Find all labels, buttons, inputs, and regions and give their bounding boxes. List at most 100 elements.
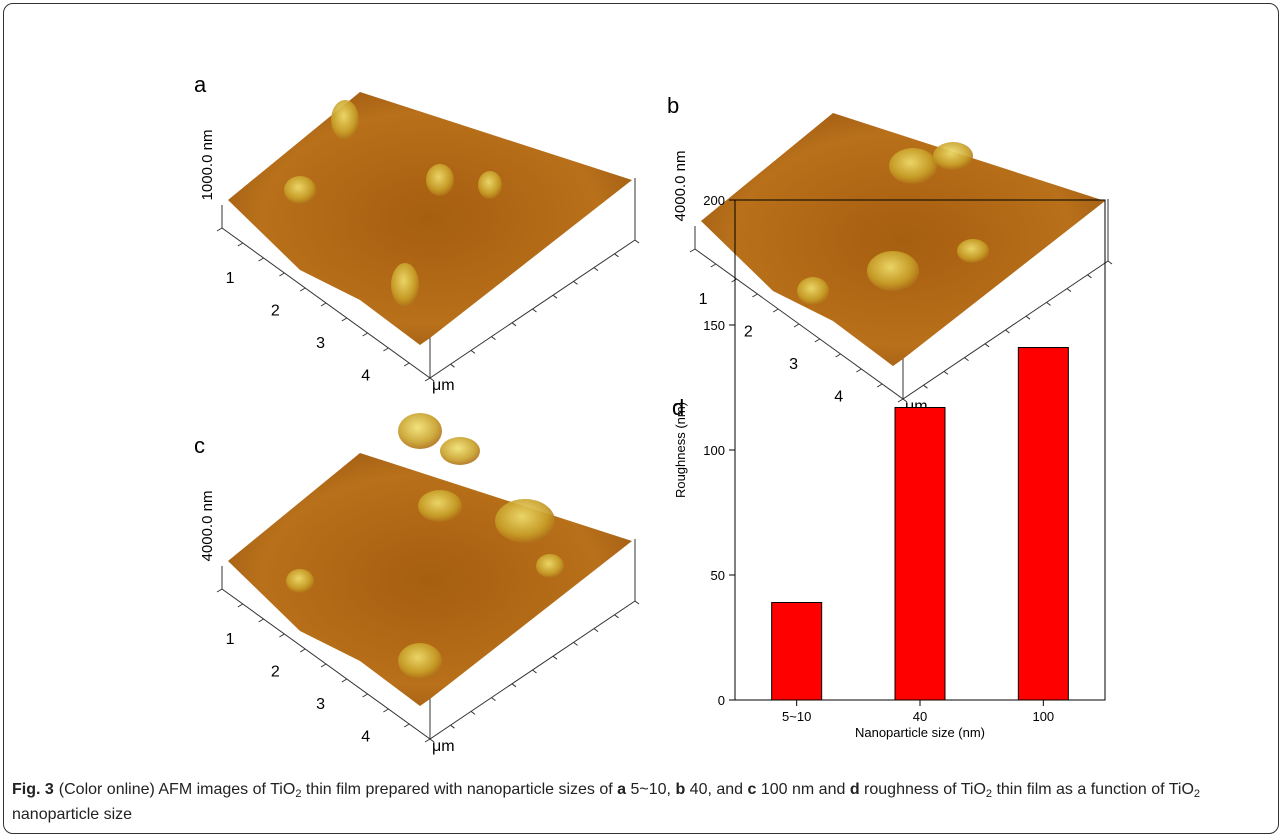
- axis-tick: [1046, 301, 1051, 306]
- caption-text: d: [849, 781, 860, 798]
- axis-tick: [341, 317, 348, 322]
- caption-text: thin film prepared with nanoparticle siz…: [301, 781, 618, 798]
- axis-tick: [1025, 315, 1031, 320]
- caption-text: a: [617, 781, 627, 798]
- axis-tick: [279, 272, 285, 277]
- afm-grain: [957, 239, 989, 263]
- axis-tick: [299, 648, 306, 653]
- axis-tick: [403, 362, 410, 367]
- axis-tick: [320, 302, 327, 307]
- axis-tick: [403, 723, 410, 728]
- axis-tick: [299, 287, 306, 292]
- figure-frame: [3, 3, 1279, 834]
- caption-text: b: [675, 781, 686, 798]
- axis-tick: [470, 711, 476, 715]
- caption-text: nanoparticle size: [12, 781, 1205, 823]
- axis-tick-label: 4: [834, 389, 843, 406]
- caption-label: Fig. 3: [12, 781, 54, 798]
- axis-tick: [362, 693, 368, 698]
- y-tick-label: 200: [703, 193, 725, 208]
- axis-tick: [552, 294, 558, 299]
- y-tick-label: 0: [718, 693, 725, 708]
- afm-grain: [331, 100, 359, 140]
- afm-grain: [391, 263, 419, 307]
- y-tick-label: 150: [703, 318, 725, 333]
- axis-tick-label: 3: [316, 335, 325, 352]
- afm-grain: [536, 554, 564, 578]
- panel-letter: c: [194, 433, 205, 458]
- axis-tick: [772, 308, 779, 313]
- afm-grain: [478, 171, 502, 199]
- axis-tick: [424, 738, 431, 743]
- axis-tick: [856, 368, 862, 373]
- panel-letter: d: [672, 395, 684, 420]
- axis-tick-label: 4: [361, 729, 370, 746]
- panel-letter: a: [194, 72, 207, 97]
- axis-tick: [216, 588, 223, 593]
- afm-surface: [701, 113, 1105, 366]
- axis-tick: [429, 738, 435, 743]
- axis-tick: [237, 603, 244, 608]
- x-tick-label: 100: [1032, 709, 1054, 724]
- caption-text: (Color online) AFM images of TiO: [58, 781, 296, 798]
- x-axis-label: Nanoparticle size (nm): [855, 725, 985, 740]
- caption-text: 2: [1193, 788, 1201, 800]
- axis-tick-label: 1: [226, 631, 235, 648]
- axis-tick-label: 3: [316, 696, 325, 713]
- axis-tick: [1005, 329, 1010, 334]
- axis-tick: [1066, 288, 1072, 293]
- caption-text: 2: [985, 788, 993, 800]
- bar: [894, 407, 946, 701]
- y-tick-label: 100: [703, 443, 725, 458]
- z-axis-label: 1000.0 nm: [199, 130, 216, 201]
- y-axis-label: Roughness (nm): [673, 402, 688, 498]
- z-axis-label: 4000.0 nm: [672, 151, 689, 222]
- afm-grain: [284, 176, 316, 204]
- axis-tick: [341, 678, 348, 683]
- axis-tick: [320, 663, 327, 668]
- axis-tick: [593, 628, 599, 632]
- caption-text: 5~10,: [626, 781, 676, 798]
- axis-tick: [450, 363, 455, 368]
- axis-tick: [491, 336, 496, 341]
- axis-tick: [573, 642, 578, 646]
- axis-tick-label: 2: [271, 302, 280, 319]
- axis-tick-label: 2: [744, 323, 753, 340]
- axis-tick: [793, 323, 800, 328]
- axis-tick: [279, 633, 285, 638]
- axis-tick: [383, 347, 389, 352]
- caption-text: thin film as a function of TiO: [992, 781, 1194, 798]
- z-axis-label: 4000.0 nm: [199, 491, 216, 562]
- axis-tick: [552, 655, 558, 660]
- x-tick-label: 40: [913, 709, 927, 724]
- afm-grain: [426, 164, 454, 196]
- axis-tick: [1107, 260, 1113, 265]
- axis-tick: [511, 683, 517, 688]
- axis-tick: [593, 267, 599, 272]
- axis-tick: [429, 377, 435, 382]
- axis-tick: [237, 242, 244, 247]
- caption: Fig. 3 (Color online) AFM images of TiO2 …: [12, 777, 1267, 827]
- axis-tick: [814, 338, 821, 343]
- afm-grain: [286, 569, 314, 593]
- axis-tick: [532, 669, 537, 674]
- axis-tick-label: 3: [789, 356, 798, 373]
- x-tick-label: 5~10: [782, 709, 811, 724]
- axis-tick: [634, 600, 640, 605]
- axis-tick: [943, 370, 949, 375]
- axis-tick: [258, 257, 264, 262]
- axis-tick: [383, 708, 389, 713]
- afm-grain: [398, 413, 442, 449]
- caption-text: c: [747, 781, 757, 798]
- axis-tick-label: 2: [271, 663, 280, 680]
- afm-grain: [867, 251, 919, 291]
- axis-tick: [835, 353, 841, 358]
- axis-tick: [450, 724, 455, 729]
- caption-text: roughness of TiO: [859, 781, 986, 798]
- axis-tick: [752, 293, 758, 298]
- axis-tick: [923, 384, 928, 389]
- axis-tick: [614, 253, 619, 258]
- axis-tick: [470, 349, 476, 354]
